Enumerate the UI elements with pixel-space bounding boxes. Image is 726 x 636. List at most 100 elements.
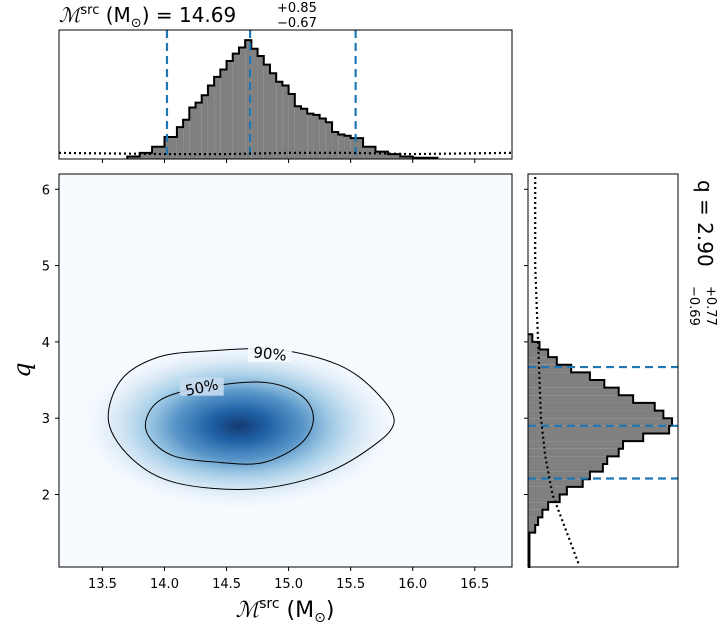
top-prior-curve	[58, 151, 513, 156]
q-hist-bar	[528, 494, 560, 503]
right-title-group: q = 2.90 +0.77 −0.69	[686, 180, 718, 326]
x-tick-label: 16.5	[460, 577, 489, 592]
mc-hist-bar	[400, 156, 413, 159]
mc-hist-bar	[220, 69, 227, 159]
x-tick-label: 13.5	[88, 577, 117, 592]
mc-hist-outline	[126, 39, 439, 159]
q-hist-bar	[528, 479, 583, 487]
q-hist-bar	[528, 364, 572, 373]
mc-hist-bar	[294, 106, 302, 159]
q-hist-bar	[528, 418, 672, 426]
q-hist-bar	[528, 425, 670, 434]
y-tick-label: 3	[42, 412, 50, 427]
q-hist-bar	[528, 525, 536, 533]
top-title-err-plus: +0.85	[277, 1, 317, 16]
y-tick-label: 5	[42, 260, 50, 275]
right-y-ticks	[524, 188, 528, 496]
y-tick-label: 4	[42, 336, 50, 351]
q-hist-bar	[528, 380, 605, 388]
main-panel-frame	[58, 173, 513, 568]
mc-hist-bar	[338, 134, 345, 159]
top-quantile-lines	[165, 30, 357, 159]
mc-hist-bar	[263, 64, 270, 159]
mc-hist-bar	[189, 107, 196, 159]
mc-hist-bar	[214, 76, 221, 159]
x-tick-label: 15.5	[336, 577, 365, 592]
q-hist-bar	[528, 441, 624, 449]
right-histogram-bars	[528, 333, 673, 568]
mc-hist-bar	[325, 122, 333, 159]
q-hist-bar	[528, 517, 539, 526]
q-hist-bar	[528, 486, 567, 495]
mc-hist-bar	[276, 81, 283, 159]
top-title-err-minus: −0.67	[277, 16, 317, 31]
mc-hist-bar	[301, 108, 308, 159]
q-hist-bar	[528, 395, 634, 403]
mc-hist-bar	[344, 135, 351, 159]
mc-hist-bar	[176, 127, 184, 159]
mc-hist-bar	[319, 118, 326, 159]
q-hist-bar	[528, 433, 644, 442]
q-hist-bar	[528, 402, 655, 411]
mc-hist-bar	[251, 48, 258, 159]
right-quantile-lines	[528, 365, 678, 480]
x-tick-label: 14.0	[150, 577, 179, 592]
mc-hist-bar	[201, 95, 208, 159]
q-hist-bar	[528, 357, 557, 365]
mc-hist-bar	[387, 154, 401, 159]
q-hist-bar	[528, 387, 619, 396]
density-blob	[71, 338, 407, 514]
x-tick-label: 15.0	[274, 577, 303, 592]
contour-lines: 50%90%	[107, 343, 395, 490]
right-title-err-minus: −0.69	[686, 286, 701, 326]
mc-hist-bar	[245, 40, 252, 160]
mc-hist-bar	[257, 56, 264, 159]
q-hist-bar	[528, 509, 543, 518]
contour-90pct	[107, 348, 395, 490]
mc-hist-bar	[307, 113, 314, 159]
x-axis-label: ℳsrc (M⊙)	[236, 596, 335, 626]
mc-hist-bar	[332, 132, 339, 159]
mc-hist-bar	[313, 114, 320, 159]
right-title-err-plus: +0.77	[703, 286, 718, 326]
mc-hist-bar	[195, 102, 202, 159]
y-tick-label: 2	[42, 489, 50, 504]
mc-hist-bar	[375, 151, 388, 159]
mc-hist-bar	[183, 119, 190, 159]
q-hist-bar	[528, 410, 664, 419]
x-tick-label: 14.5	[212, 577, 241, 592]
contour-50pct	[144, 381, 314, 465]
top-panel-frame	[58, 29, 513, 160]
q-hist-bar	[528, 341, 540, 350]
right-histogram-panel	[524, 173, 679, 568]
mc-hist-bar	[232, 53, 239, 160]
q-hist-bar	[528, 372, 590, 381]
mc-hist-bar	[226, 60, 233, 159]
mc-hist-bar	[152, 146, 165, 159]
mc-hist-bar	[127, 156, 140, 159]
mc-hist-bar	[139, 152, 153, 159]
q-hist-bar	[528, 456, 608, 464]
mc-hist-bar	[350, 138, 364, 159]
contour-label: 90%	[252, 343, 287, 364]
main-density-panel: 50%90% 13.5 14.0 14.5 15.0 15.5 16.0 16.5 2 3 4 5…	[42, 173, 513, 592]
q-hist-bar	[528, 463, 603, 472]
q-hist-bar	[528, 471, 590, 480]
main-x-ticks: 13.5 14.0 14.5 15.0 15.5 16.0 16.5	[88, 567, 489, 592]
top-title: ℳsrc (M⊙) = 14.69	[59, 3, 236, 31]
y-axis-label: q	[8, 362, 36, 377]
top-x-ticks	[101, 159, 476, 163]
right-prior-curve	[534, 174, 580, 564]
mc-hist-bar	[207, 85, 215, 159]
right-title: q = 2.90	[693, 180, 717, 267]
contour-label-bg	[247, 344, 292, 363]
main-y-ticks: 2 3 4 5 6	[42, 183, 59, 504]
mc-hist-bar	[238, 47, 246, 159]
mc-hist-bar	[269, 73, 277, 159]
y-tick-label: 6	[42, 183, 50, 198]
top-histogram-bars	[126, 39, 439, 160]
mc-hist-bar	[288, 94, 295, 159]
q-hist-bar	[528, 502, 549, 510]
q-hist-bar	[528, 448, 619, 457]
